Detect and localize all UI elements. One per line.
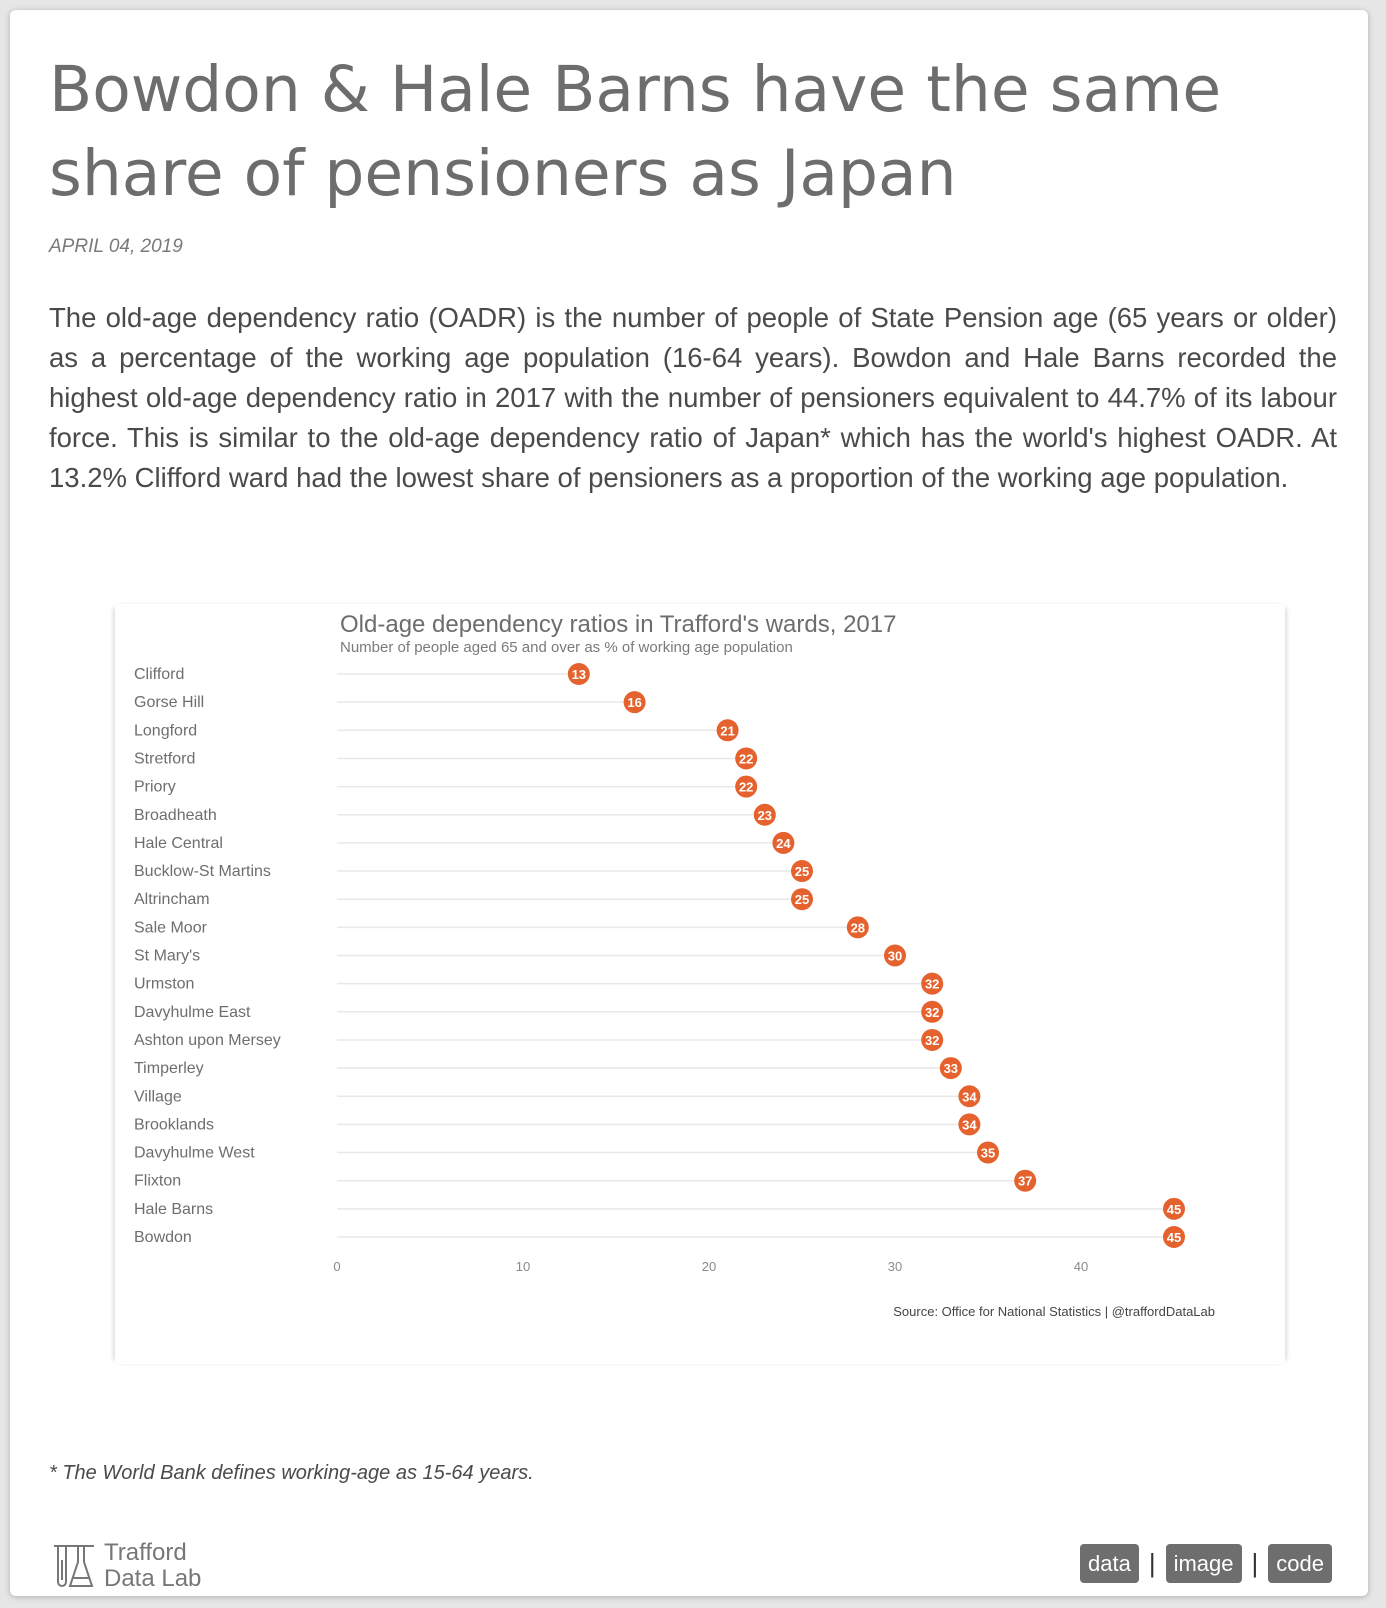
footnote: * The World Bank defines working-age as … (49, 1462, 534, 1484)
data-point[interactable] (939, 1057, 962, 1080)
image-link-button[interactable]: image (1165, 1544, 1242, 1583)
data-point[interactable] (921, 1028, 944, 1051)
data-point[interactable] (791, 860, 813, 883)
data-label: 34 (962, 1117, 977, 1132)
data-label: 25 (795, 892, 809, 907)
ward-label: Bucklow-St Martins (134, 863, 271, 880)
data-label: 22 (739, 780, 753, 795)
download-links: data | image | code (1080, 1544, 1332, 1583)
data-point[interactable] (567, 663, 590, 685)
logo-text: Trafford Data Lab (104, 1540, 201, 1592)
article-card: Bowdon & Hale Barns have the same share … (10, 10, 1368, 1596)
data-link-button[interactable]: data (1080, 1544, 1139, 1583)
ward-label: Hale Central (134, 835, 223, 852)
trafford-data-lab-logo[interactable]: Trafford Data Lab (52, 1540, 201, 1592)
page-title: Bowdon & Hale Barns have the same share … (49, 53, 1222, 210)
ward-label: Hale Barns (134, 1201, 213, 1218)
x-tick-label: 40 (1074, 1259, 1088, 1274)
data-label: 23 (758, 808, 772, 823)
link-separator: | (1148, 1548, 1156, 1578)
data-point[interactable] (1163, 1226, 1185, 1248)
ward-label: Sale Moor (134, 919, 208, 936)
x-tick-label: 10 (516, 1259, 530, 1274)
data-label: 25 (795, 864, 809, 879)
data-point[interactable] (791, 888, 813, 911)
ward-label: Gorse Hill (134, 694, 204, 711)
x-tick-label: 20 (702, 1259, 716, 1274)
data-label: 35 (981, 1146, 995, 1161)
code-link-button[interactable]: code (1268, 1544, 1332, 1583)
ward-label: Brooklands (134, 1116, 214, 1133)
data-point[interactable] (735, 775, 758, 798)
chart-subtitle: Number of people aged 65 and over as % o… (340, 639, 793, 656)
data-point[interactable] (753, 803, 776, 826)
data-point[interactable] (846, 916, 869, 939)
data-point[interactable] (1014, 1169, 1037, 1192)
data-label: 33 (944, 1061, 958, 1076)
x-tick-label: 0 (333, 1259, 340, 1274)
intro-paragraph: The old-age dependency ratio (OADR) is t… (49, 302, 1337, 493)
ward-label: Priory (134, 779, 176, 796)
data-point[interactable] (716, 719, 739, 742)
ward-label: Stretford (134, 750, 195, 767)
data-point[interactable] (735, 747, 758, 770)
data-point[interactable] (1163, 1197, 1185, 1220)
data-label: 45 (1167, 1230, 1181, 1245)
data-point[interactable] (921, 1000, 944, 1023)
logo-line-1: Trafford (104, 1539, 187, 1566)
ward-label: Flixton (134, 1173, 181, 1190)
ward-label: Village (134, 1088, 182, 1105)
data-label: 45 (1167, 1202, 1181, 1217)
ward-label: St Mary's (134, 948, 200, 965)
data-label: 21 (720, 723, 734, 738)
data-point[interactable] (884, 944, 906, 967)
data-label: 30 (888, 949, 902, 964)
link-separator: | (1251, 1548, 1259, 1578)
data-label: 32 (925, 1005, 939, 1020)
chart-title: Old-age dependency ratios in Trafford's … (340, 611, 896, 638)
data-label: 16 (627, 695, 641, 710)
ward-label: Urmston (134, 976, 194, 993)
data-point[interactable] (623, 691, 646, 714)
data-point[interactable] (958, 1113, 981, 1136)
data-label: 28 (851, 920, 865, 935)
x-tick-label: 30 (888, 1259, 902, 1274)
publish-date: APRIL 04, 2019 (49, 236, 183, 257)
lab-flask-icon (54, 1545, 94, 1587)
ward-label: Broadheath (134, 807, 217, 824)
dot-chart: Old-age dependency ratios in Trafford's … (134, 611, 1215, 1319)
data-label: 24 (776, 836, 791, 851)
data-label: 37 (1018, 1174, 1032, 1189)
ward-label: Bowdon (134, 1229, 192, 1246)
logo-line-2: Data Lab (104, 1565, 202, 1592)
data-label: 22 (739, 751, 753, 766)
ward-label: Timperley (134, 1060, 204, 1077)
data-label: 34 (962, 1089, 977, 1104)
ward-label: Clifford (134, 666, 184, 683)
ward-label: Ashton upon Mersey (134, 1032, 281, 1049)
chart-caption: Source: Office for National Statistics |… (893, 1304, 1215, 1319)
ward-label: Altrincham (134, 891, 210, 908)
data-label: 32 (925, 1033, 939, 1048)
data-label: 32 (925, 977, 939, 992)
data-point[interactable] (921, 972, 944, 995)
ward-label: Davyhulme East (134, 1004, 251, 1021)
data-point[interactable] (772, 831, 795, 854)
ward-label: Davyhulme West (134, 1145, 255, 1162)
data-point[interactable] (977, 1141, 999, 1164)
chart-figure: Old-age dependency ratios in Trafford's … (115, 604, 1285, 1364)
ward-label: Longford (134, 722, 197, 739)
data-point[interactable] (958, 1085, 981, 1108)
data-label: 13 (572, 667, 586, 682)
